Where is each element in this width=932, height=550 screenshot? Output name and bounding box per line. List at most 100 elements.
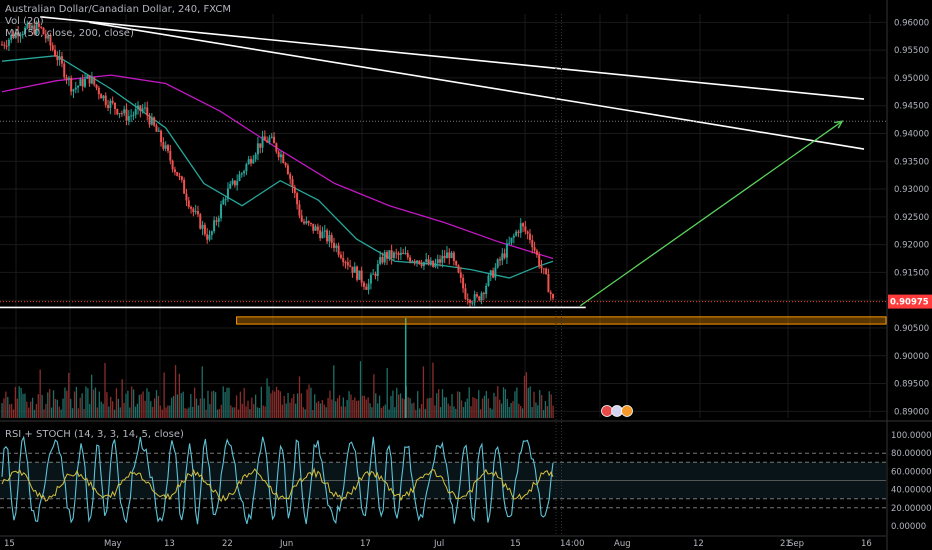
candle-body bbox=[552, 294, 555, 299]
candle-body bbox=[526, 231, 529, 234]
volume-bar bbox=[491, 409, 493, 418]
volume-bar bbox=[380, 407, 383, 418]
candle-body bbox=[538, 254, 541, 267]
volume-bar bbox=[474, 398, 476, 418]
price-tick-label: 0.92500 bbox=[894, 213, 929, 223]
price-tick-label: 0.95000 bbox=[894, 74, 929, 84]
candle-body bbox=[369, 274, 372, 284]
candle-body bbox=[137, 105, 140, 110]
volume-bar bbox=[195, 398, 198, 418]
candle-body bbox=[252, 159, 255, 164]
volume-bar bbox=[66, 390, 68, 418]
candle-body bbox=[390, 250, 393, 258]
oscillator-tick-label: 0.00000 bbox=[891, 522, 926, 532]
volume-bar bbox=[45, 403, 47, 418]
volume-bar bbox=[256, 407, 259, 418]
chart-title[interactable]: Australian Dollar/Canadian Dollar, 240, … bbox=[5, 4, 231, 15]
candle-body bbox=[353, 266, 356, 273]
volume-bar bbox=[20, 388, 22, 418]
candle-body bbox=[123, 109, 126, 114]
candle-body bbox=[326, 230, 329, 242]
volume-bar bbox=[18, 386, 20, 418]
ma-legend[interactable]: MA (50, close, 200, close) bbox=[5, 28, 134, 39]
volume-bar bbox=[399, 393, 402, 418]
volume-bar bbox=[152, 406, 154, 418]
candle-body bbox=[365, 286, 368, 290]
volume-bar bbox=[455, 408, 457, 418]
candle-body bbox=[441, 255, 444, 263]
oscillator-legend[interactable]: RSI + STOCH (14, 3, 3, 14, 5, close) bbox=[5, 429, 184, 440]
price-tick-label: 0.93000 bbox=[894, 185, 929, 195]
volume-bar bbox=[131, 386, 133, 418]
volume-bar bbox=[377, 403, 379, 418]
candle-body bbox=[120, 113, 123, 115]
candle-body bbox=[485, 285, 488, 295]
candle-body bbox=[130, 115, 133, 117]
candle-body bbox=[63, 63, 66, 78]
candle-body bbox=[109, 100, 112, 108]
volume-bar bbox=[420, 403, 423, 418]
volume-bar bbox=[16, 398, 18, 418]
volume-bar bbox=[136, 403, 139, 418]
trendline bbox=[89, 21, 865, 150]
candle-body bbox=[56, 56, 59, 61]
candle-body bbox=[503, 253, 506, 258]
price-tick-label: 0.93500 bbox=[894, 157, 929, 167]
event-icon bbox=[601, 405, 613, 417]
price-axis[interactable]: 0.96000 0.95500 0.95000 0.94500 0.94000 0.935… bbox=[888, 18, 932, 417]
candle-body bbox=[362, 282, 365, 287]
volume-bar bbox=[81, 393, 83, 418]
volume-bar bbox=[176, 394, 179, 418]
volume-bar bbox=[134, 406, 137, 418]
candle-body bbox=[176, 172, 179, 176]
candle-body bbox=[445, 252, 448, 259]
candle-body bbox=[134, 109, 137, 115]
volume-bar bbox=[397, 394, 400, 418]
volume-bar bbox=[121, 379, 123, 418]
volume-bar bbox=[386, 367, 388, 418]
volume-bar bbox=[26, 401, 28, 418]
volume-legend[interactable]: Vol (20) bbox=[5, 16, 44, 27]
volume-bar bbox=[457, 391, 459, 418]
candle-body bbox=[386, 252, 389, 259]
candle-body bbox=[374, 273, 377, 276]
volume-bar bbox=[100, 401, 102, 418]
candle-body bbox=[86, 75, 89, 79]
candle-body bbox=[443, 255, 446, 259]
candle-body bbox=[323, 230, 326, 232]
candle-body bbox=[208, 235, 211, 240]
candle-body bbox=[107, 104, 110, 108]
volume-bar bbox=[31, 397, 34, 418]
candle-body bbox=[411, 260, 414, 262]
candle-body bbox=[226, 188, 229, 200]
volume-bar bbox=[211, 391, 213, 418]
volume-bar bbox=[317, 401, 320, 418]
candle-body bbox=[183, 179, 186, 194]
candle-body bbox=[328, 235, 331, 242]
volume-bar bbox=[325, 407, 327, 418]
volume-bar bbox=[281, 404, 283, 418]
candle-body bbox=[286, 165, 289, 175]
candle-body bbox=[243, 171, 246, 174]
volume-bar bbox=[70, 398, 72, 418]
candle-body bbox=[247, 159, 250, 165]
candle-body bbox=[367, 283, 370, 290]
events-icons[interactable] bbox=[601, 405, 633, 417]
volume-bar bbox=[516, 387, 518, 418]
volume-bar bbox=[323, 404, 325, 418]
candle-body bbox=[35, 23, 38, 34]
candle-body bbox=[127, 116, 130, 121]
candle-body bbox=[178, 175, 181, 177]
drawings[interactable] bbox=[0, 14, 887, 534]
volume-bar bbox=[315, 402, 318, 418]
candle-body bbox=[273, 136, 276, 144]
candle-body bbox=[473, 294, 476, 303]
oscillator-axis[interactable]: 100.00000 80.00000 60.00000 40.00000 20.0000… bbox=[891, 431, 932, 532]
candle-body bbox=[49, 35, 52, 46]
volume-bar bbox=[283, 396, 285, 418]
oscillator-tick-label: 20.00000 bbox=[891, 504, 932, 514]
candle-body bbox=[517, 231, 520, 233]
volume-bar bbox=[458, 391, 461, 418]
